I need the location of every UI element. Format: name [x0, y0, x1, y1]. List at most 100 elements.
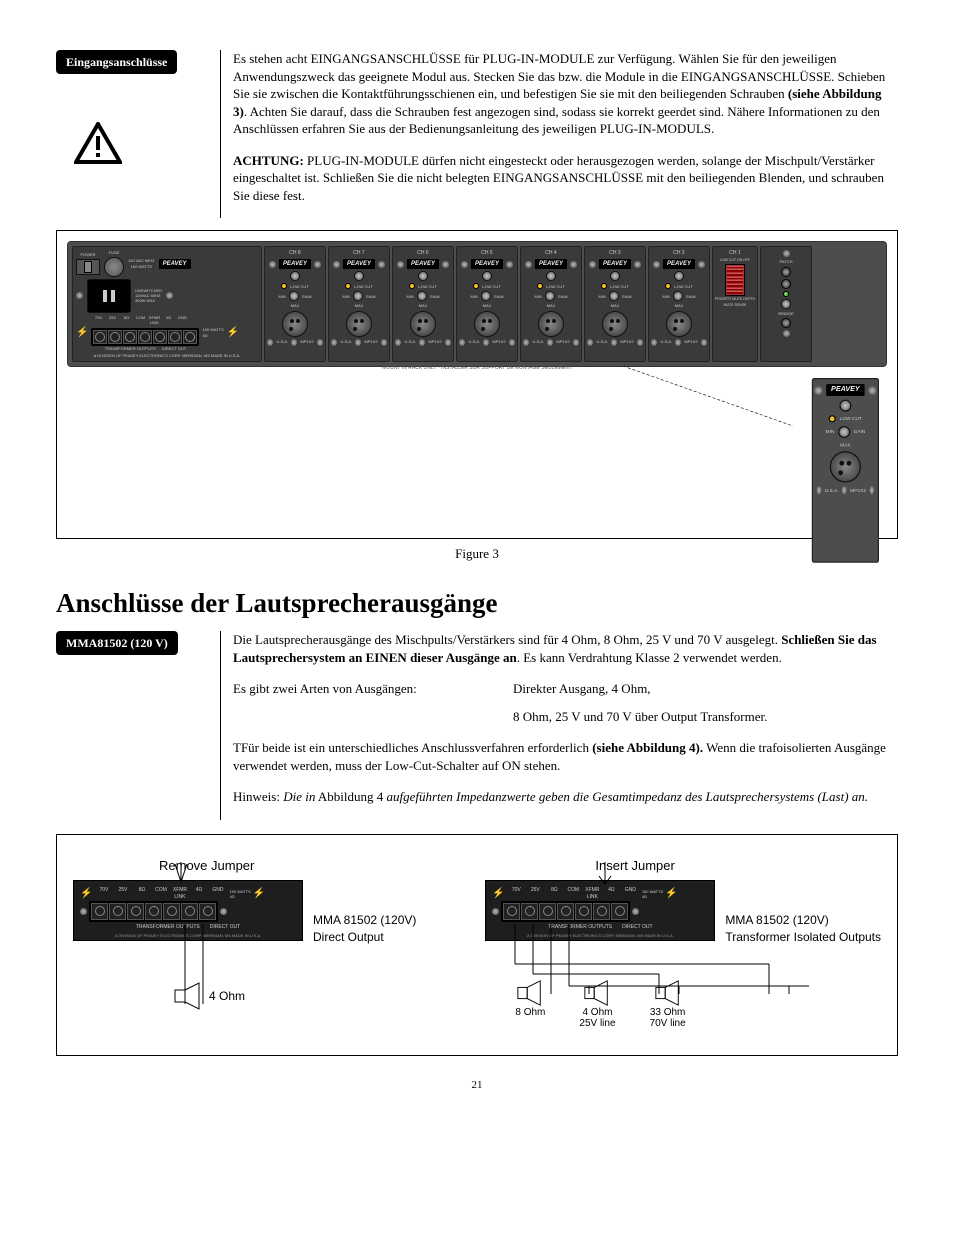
s2-p1: Die Lautsprecherausgänge des Mischpults/…: [233, 631, 898, 666]
term-lbl: 8Ω: [132, 887, 151, 901]
note-it1: Die in: [283, 789, 315, 804]
achtung-label: ACHTUNG:: [233, 153, 304, 168]
mma-tag: MMA81502 (120 V): [56, 631, 178, 655]
figure-3-caption: Figure 3: [56, 545, 898, 563]
power-label: POWER: [80, 252, 95, 257]
lowcut-lbl: LOW CUT: [546, 284, 564, 289]
led-icon: [783, 291, 789, 297]
ch-label: CH 5: [481, 250, 492, 257]
ch1-label: CH 1: [729, 250, 740, 257]
gain-lbl: GAIN: [366, 294, 376, 299]
usa-lbl: U.S.A.: [825, 488, 839, 494]
max-lbl: MAX: [840, 442, 850, 448]
max-lbl: MAX: [547, 303, 556, 308]
p2r2: 8 Ohm, 25 V und 70 V über Output Transfo…: [513, 708, 767, 726]
brand-logo: PEAVEY: [279, 259, 311, 269]
watt-label: 150 WATTS 4Ω: [642, 889, 663, 900]
fig4-left: Remove Jumper ⚡ 70V 25V 8Ω COM XFMR LINK…: [73, 857, 457, 1029]
unswitched-label: UNSWITCHED 120VAC 60HZ 300W MAX: [135, 288, 162, 304]
wire-icon: [181, 924, 231, 1014]
term-lbl: GND: [208, 887, 227, 901]
lowcut-lbl: LOW CUT: [610, 284, 628, 289]
min-lbl: MIN: [534, 294, 541, 299]
panel-footer: A DIVISION OF PEAVEY ELECTRONICS CORP. M…: [76, 353, 258, 358]
watt-label: 150 WATTS 4Ω: [202, 327, 223, 338]
patch-lbl: PATCH: [780, 259, 793, 264]
brand-logo: PEAVEY: [599, 259, 631, 269]
xlr-jack: [830, 452, 861, 483]
model-lbl: MP1X2: [620, 339, 633, 344]
p3a: TFür beide ist ein unterschiedliches Ans…: [233, 740, 592, 755]
model-lbl: MP1X2: [428, 339, 441, 344]
min-lbl: MIN: [662, 294, 669, 299]
lowcut-long: LOW CUT ON OFF: [720, 258, 750, 263]
volt-label: 120 VAC 60HZ 160 WATTS: [128, 258, 155, 269]
term-lbl: XFMR LINK: [170, 887, 189, 901]
eingang-tag: Eingangsanschlüsse: [56, 50, 177, 74]
bolt-icon: ⚡: [227, 326, 239, 340]
term-lbl: COM: [151, 887, 170, 901]
achtung-para: ACHTUNG: PLUG-IN-MODULE dürfen nicht ein…: [233, 152, 898, 205]
jack-icon: [781, 318, 791, 328]
page-number: 21: [56, 1078, 898, 1093]
spk-8ohm-label: 8 Ohm: [515, 1007, 545, 1018]
knob-icon: [781, 299, 791, 309]
bridge-lbl: BRIDGE: [778, 311, 793, 316]
fig4-right: Insert Jumper ⚡ 70V 25V 8Ω COM XFMR LINK…: [485, 857, 881, 1029]
screw-icon: [166, 292, 173, 299]
model-lbl: MP1X2: [684, 339, 697, 344]
channel-slot: CH 2 PEAVEY LOW CUT MINGAIN MAX U.S.A.MP…: [648, 246, 710, 362]
bolt-icon: ⚡: [80, 887, 92, 901]
right-column: Die Lautsprecherausgänge des Mischpults/…: [220, 631, 898, 820]
brand-logo: PEAVEY: [826, 384, 864, 396]
p2r1: Direkter Ausgang, 4 Ohm,: [513, 680, 767, 698]
direct-out-lbl: DIRECT OUT: [162, 346, 186, 351]
jumper-arrow-icon: [161, 862, 201, 886]
sense-lbl: MUTE SENSE: [724, 303, 747, 308]
max-lbl: MAX: [675, 303, 684, 308]
term-lbl: XFMR LINK: [583, 887, 602, 901]
min-lbl: MIN: [470, 294, 477, 299]
rear-panel: POWER FUSE 120 VAC 60HZ 160 WATTS PEAVEY…: [67, 241, 887, 367]
brand-logo: PEAVEY: [343, 259, 375, 269]
left-column: Eingangsanschlüsse: [56, 50, 206, 218]
note-mid: Abbildung 4: [315, 789, 386, 804]
usa-lbl: U.S.A.: [404, 339, 416, 344]
max-lbl: MAX: [611, 303, 620, 308]
fuse-holder: [104, 257, 124, 277]
p1b: . Es kann Verdrahtung Klasse 2 verwendet…: [517, 650, 782, 665]
spk-70v-label-b: 70V line: [650, 1018, 686, 1029]
output-types: Es gibt zwei Arten von Ausgängen: Direkt…: [233, 680, 898, 725]
warning-icon: [74, 122, 122, 164]
term-lbl: 25V: [526, 887, 545, 901]
achtung-text: PLUG-IN-MODULE dürfen nicht eingesteckt …: [233, 153, 884, 203]
input-section: Eingangsanschlüsse Es stehen acht EINGAN…: [56, 50, 898, 218]
usa-lbl: U.S.A.: [532, 339, 544, 344]
jack-icon: [781, 267, 791, 277]
knob-icon: [290, 271, 300, 281]
max-lbl: MAX: [419, 303, 428, 308]
s2-p3: TFür beide ist ein unterschiedliches Ans…: [233, 739, 898, 774]
lowcut-lbl: LOW CUT: [354, 284, 372, 289]
dip-switch: [725, 264, 745, 296]
term-lbl: XFMR LINK: [147, 315, 161, 326]
xfmr-out-lbl: TRANSFORMER OUTPUTS: [105, 346, 156, 351]
callout-wrap: PEAVEY LOW CUT MINGAIN MAX U.S.A.MP1X2: [67, 372, 887, 532]
spk-70v-label-a: 33 Ohm: [650, 1007, 686, 1018]
spk-25v-label-b: 25V line: [579, 1018, 615, 1029]
term-lbl: 4Ω: [161, 315, 175, 326]
ch-label: CH 7: [353, 250, 364, 257]
wire-icon: [509, 924, 829, 1004]
term-lbl: GND: [175, 315, 189, 326]
jack-icon: [781, 279, 791, 289]
usa-lbl: U.S.A.: [596, 339, 608, 344]
model-lbl: MP1X2: [300, 339, 313, 344]
lowcut-lbl: LOW CUT: [290, 284, 308, 289]
end-column: PATCH BRIDGE: [760, 246, 812, 362]
min-lbl: MIN: [342, 294, 349, 299]
term-lbl: 25V: [105, 315, 119, 326]
lowcut-lbl: LOW CUT: [482, 284, 500, 289]
p3bold: (siehe Abbildung 4).: [592, 740, 703, 755]
brand-logo: PEAVEY: [663, 259, 695, 269]
channel-slot: CH 6 PEAVEY LOW CUT MINGAIN MAX U.S.A.MP…: [392, 246, 454, 362]
